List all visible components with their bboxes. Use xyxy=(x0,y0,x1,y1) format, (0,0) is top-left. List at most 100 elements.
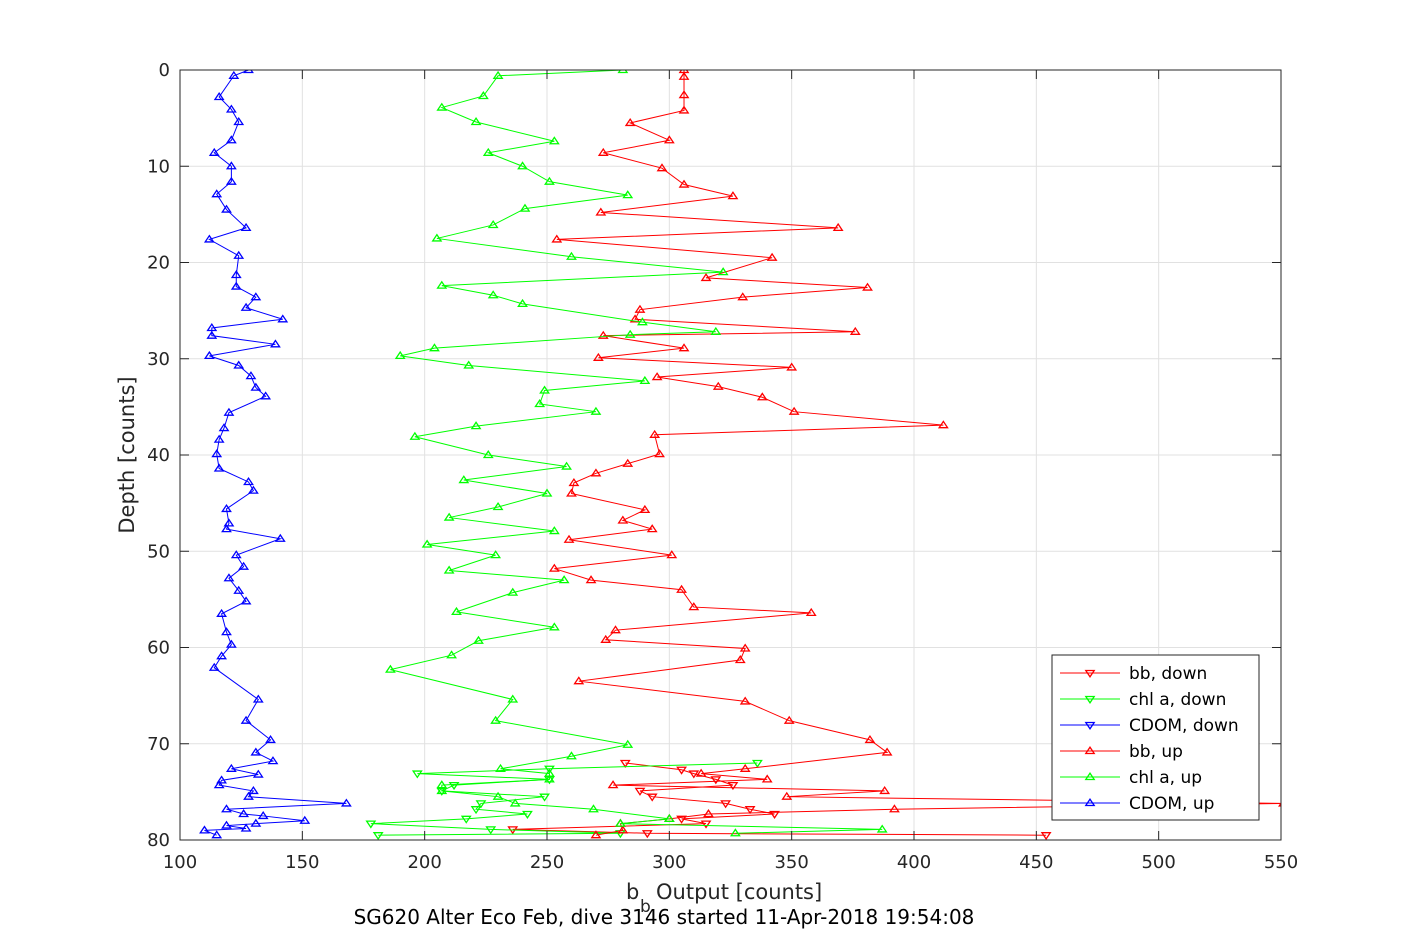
data-point xyxy=(756,392,768,401)
data-point xyxy=(617,70,629,74)
legend-item-chl-a-down: chl a, down xyxy=(1060,690,1226,710)
data-point xyxy=(225,161,237,170)
data-point xyxy=(624,117,636,127)
x-axis-label-main: b xyxy=(626,880,639,904)
data-point xyxy=(245,371,257,380)
data-point xyxy=(544,176,555,185)
data-point xyxy=(221,804,232,813)
data-point xyxy=(409,431,421,440)
data-point xyxy=(654,449,665,458)
data-point xyxy=(551,234,563,243)
y-axis-label: Depth [counts] xyxy=(115,376,139,533)
data-point xyxy=(588,804,599,813)
y-tick-label: 60 xyxy=(147,638,170,659)
data-point xyxy=(230,281,242,290)
data-point xyxy=(216,775,228,784)
data-point xyxy=(247,785,259,795)
data-point xyxy=(617,515,629,524)
data-point xyxy=(624,329,636,338)
data-point xyxy=(240,823,252,832)
data-point xyxy=(243,791,254,800)
series-cdom-up xyxy=(199,70,352,839)
data-point xyxy=(737,292,749,301)
data-point xyxy=(590,830,602,839)
data-point xyxy=(487,290,499,299)
data-point xyxy=(372,832,384,840)
data-point xyxy=(411,770,423,779)
legend-swatch-marker xyxy=(1084,695,1096,704)
data-point xyxy=(646,793,658,802)
data-point xyxy=(206,330,218,339)
data-point xyxy=(475,800,487,809)
data-point xyxy=(676,766,687,775)
data-point xyxy=(727,191,739,200)
data-point xyxy=(678,105,690,114)
data-point xyxy=(548,563,560,572)
series-clip-group xyxy=(199,70,1281,840)
data-point xyxy=(558,575,570,584)
data-point xyxy=(203,350,215,360)
data-point xyxy=(384,664,396,673)
series-chl-a-up xyxy=(384,70,888,837)
data-point xyxy=(250,382,262,391)
legend-swatch-marker xyxy=(1084,798,1096,807)
data-point xyxy=(622,190,634,199)
data-point xyxy=(634,787,646,796)
y-tick-label: 50 xyxy=(147,541,170,562)
data-point xyxy=(270,339,281,348)
data-point xyxy=(739,696,751,705)
data-point xyxy=(458,475,470,484)
data-point xyxy=(568,477,580,487)
series-layer xyxy=(199,70,1281,840)
x-axis-ticks: 100 150 200 250 300 350 400 450 500 550 xyxy=(163,70,1298,873)
data-point xyxy=(260,391,272,400)
y-tick-label: 70 xyxy=(147,734,170,755)
series-chl-a-down xyxy=(365,759,763,840)
legend-label: bb, down xyxy=(1129,664,1207,684)
data-point xyxy=(617,825,629,834)
data-point xyxy=(233,360,245,369)
data-point xyxy=(676,584,687,593)
series-line-bb-up xyxy=(554,70,1281,836)
data-point xyxy=(710,776,722,785)
data-point xyxy=(766,252,778,261)
legend-label: chl a, down xyxy=(1129,690,1226,710)
data-point xyxy=(463,360,475,369)
data-point xyxy=(879,785,891,795)
data-point xyxy=(566,251,577,260)
data-point xyxy=(470,806,482,815)
data-point xyxy=(727,781,739,791)
data-point xyxy=(216,608,228,617)
data-point xyxy=(485,826,497,835)
data-point xyxy=(600,634,612,643)
x-axis-label-rest: Output [counts] xyxy=(656,880,822,904)
data-point xyxy=(695,768,707,777)
data-point xyxy=(517,161,528,170)
data-point xyxy=(663,135,675,144)
data-point xyxy=(585,575,597,584)
data-point xyxy=(864,734,876,744)
series-line-chl-a-down xyxy=(370,762,758,836)
data-point xyxy=(717,267,729,276)
data-point xyxy=(592,352,604,361)
x-axis-label-subscript: b xyxy=(640,897,651,917)
data-point xyxy=(639,375,651,385)
data-point xyxy=(492,791,504,800)
data-point xyxy=(507,694,519,703)
data-point xyxy=(507,587,519,596)
data-point xyxy=(482,450,494,459)
data-point xyxy=(213,434,225,443)
data-point xyxy=(937,420,949,429)
data-point xyxy=(211,189,223,198)
data-point xyxy=(539,793,550,802)
legend-item-cdom-down: CDOM, down xyxy=(1060,716,1239,736)
data-point xyxy=(561,461,572,470)
chart-caption: SG620 Alter Eco Feb, dive 3146 started 1… xyxy=(354,905,975,929)
data-point xyxy=(470,117,482,126)
data-point xyxy=(446,650,457,659)
data-point xyxy=(225,104,237,113)
data-point xyxy=(610,625,621,634)
y-axis-ticks: 0 10 20 30 40 50 60 70 80 xyxy=(147,60,1281,851)
data-point xyxy=(252,694,264,703)
data-point xyxy=(240,596,252,605)
